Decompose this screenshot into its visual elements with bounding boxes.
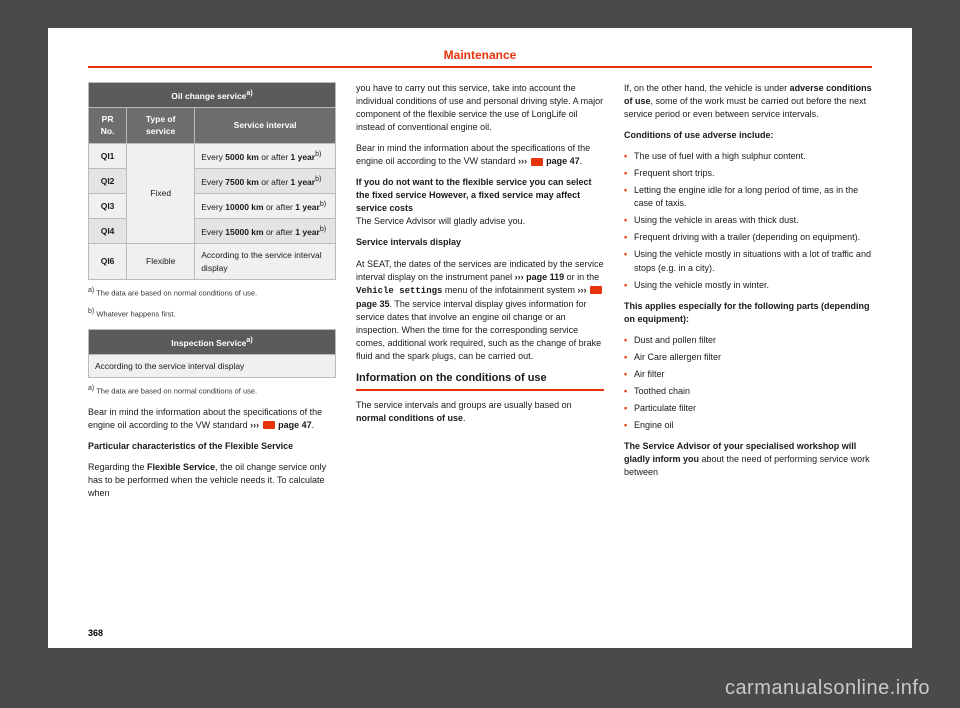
oil-table-title-text: Oil change service bbox=[171, 91, 246, 101]
parts-list: Dust and pollen filter Air Care allergen… bbox=[624, 334, 872, 432]
c3-p2: The Service Advisor of your specialised … bbox=[624, 440, 872, 479]
column-1: Oil change servicea) PR No. Type of serv… bbox=[88, 82, 336, 508]
oil-r2-int: Every 7500 km or after 1 yearb) bbox=[195, 168, 336, 193]
list-item: Using the vehicle in areas with thick du… bbox=[624, 214, 872, 227]
oil-col-interval: Service interval bbox=[195, 108, 336, 144]
oil-change-table: Oil change servicea) PR No. Type of serv… bbox=[88, 82, 336, 280]
list-item: The use of fuel with a high sulphur cont… bbox=[624, 150, 872, 163]
oil-r4-int: Every 15000 km or after 1 yearb) bbox=[195, 219, 336, 244]
c1-h1: Particular characteristics of the Flexib… bbox=[88, 440, 336, 453]
insp-footnote-a: a) The data are based on normal conditio… bbox=[88, 384, 336, 397]
list-item: Frequent short trips. bbox=[624, 167, 872, 180]
c2-p3: If you do not want to the flexible servi… bbox=[356, 176, 604, 228]
oil-r3-pr: QI3 bbox=[89, 194, 127, 219]
list-item: Using the vehicle mostly in winter. bbox=[624, 279, 872, 292]
c1-p1: Bear in mind the information about the s… bbox=[88, 406, 336, 432]
list-item: Using the vehicle mostly in situations w… bbox=[624, 248, 872, 274]
page-number: 368 bbox=[88, 628, 103, 638]
list-item: Air filter bbox=[624, 368, 872, 381]
c3-h1: Conditions of use adverse include: bbox=[624, 129, 872, 142]
column-3: If, on the other hand, the vehicle is un… bbox=[624, 82, 872, 508]
oil-table-title-sup: a) bbox=[246, 89, 252, 97]
c3-h2: This applies especially for the followin… bbox=[624, 300, 872, 326]
c1-p2: Regarding the Flexible Service, the oil … bbox=[88, 461, 336, 500]
list-item: Engine oil bbox=[624, 419, 872, 432]
list-item: Toothed chain bbox=[624, 385, 872, 398]
c2-h1: Service intervals display bbox=[356, 236, 604, 249]
insp-title: Inspection Servicea) bbox=[89, 329, 336, 354]
oil-footnote-a: a) The data are based on normal conditio… bbox=[88, 286, 336, 299]
list-item: Dust and pollen filter bbox=[624, 334, 872, 347]
c2-p2: Bear in mind the information about the s… bbox=[356, 142, 604, 168]
c3-p1: If, on the other hand, the vehicle is un… bbox=[624, 82, 872, 121]
book-icon bbox=[263, 421, 275, 429]
oil-r2-pr: QI2 bbox=[89, 168, 127, 193]
oil-fixed: Fixed bbox=[127, 143, 195, 244]
list-item: Frequent driving with a trailer (dependi… bbox=[624, 231, 872, 244]
inspection-table: Inspection Servicea) According to the se… bbox=[88, 329, 336, 378]
oil-footnote-b: b) Whatever happens first. bbox=[88, 307, 336, 320]
section-conditions-title: Information on the conditions of use bbox=[356, 371, 604, 391]
c2-p1: you have to carry out this service, take… bbox=[356, 82, 604, 134]
oil-r5-int: According to the service interval displa… bbox=[195, 244, 336, 280]
columns: Oil change servicea) PR No. Type of serv… bbox=[88, 82, 872, 508]
column-2: you have to carry out this service, take… bbox=[356, 82, 604, 508]
book-icon bbox=[590, 286, 602, 294]
oil-table-title: Oil change servicea) bbox=[89, 83, 336, 108]
book-icon bbox=[531, 158, 543, 166]
header-title: Maintenance bbox=[88, 48, 872, 68]
c2-p5: The service intervals and groups are usu… bbox=[356, 399, 604, 425]
adverse-list: The use of fuel with a high sulphur cont… bbox=[624, 150, 872, 291]
list-item: Air Care allergen filter bbox=[624, 351, 872, 364]
oil-r5-svc: Flexible bbox=[127, 244, 195, 280]
list-item: Particulate filter bbox=[624, 402, 872, 415]
list-item: Letting the engine idle for a long perio… bbox=[624, 184, 872, 210]
oil-col-pr: PR No. bbox=[89, 108, 127, 144]
oil-r4-pr: QI4 bbox=[89, 219, 127, 244]
oil-r3-int: Every 10000 km or after 1 yearb) bbox=[195, 194, 336, 219]
insp-row: According to the service interval displa… bbox=[89, 354, 336, 377]
watermark: carmanualsonline.info bbox=[725, 677, 930, 700]
oil-col-type: Type of service bbox=[127, 108, 195, 144]
page: Maintenance Oil change servicea) PR No. … bbox=[48, 28, 912, 648]
oil-r1-int: Every 5000 km or after 1 yearb) bbox=[195, 143, 336, 168]
c2-p4: At SEAT, the dates of the services are i… bbox=[356, 258, 604, 363]
oil-r1-pr: QI1 bbox=[89, 143, 127, 168]
oil-r5-pr: QI6 bbox=[89, 244, 127, 280]
